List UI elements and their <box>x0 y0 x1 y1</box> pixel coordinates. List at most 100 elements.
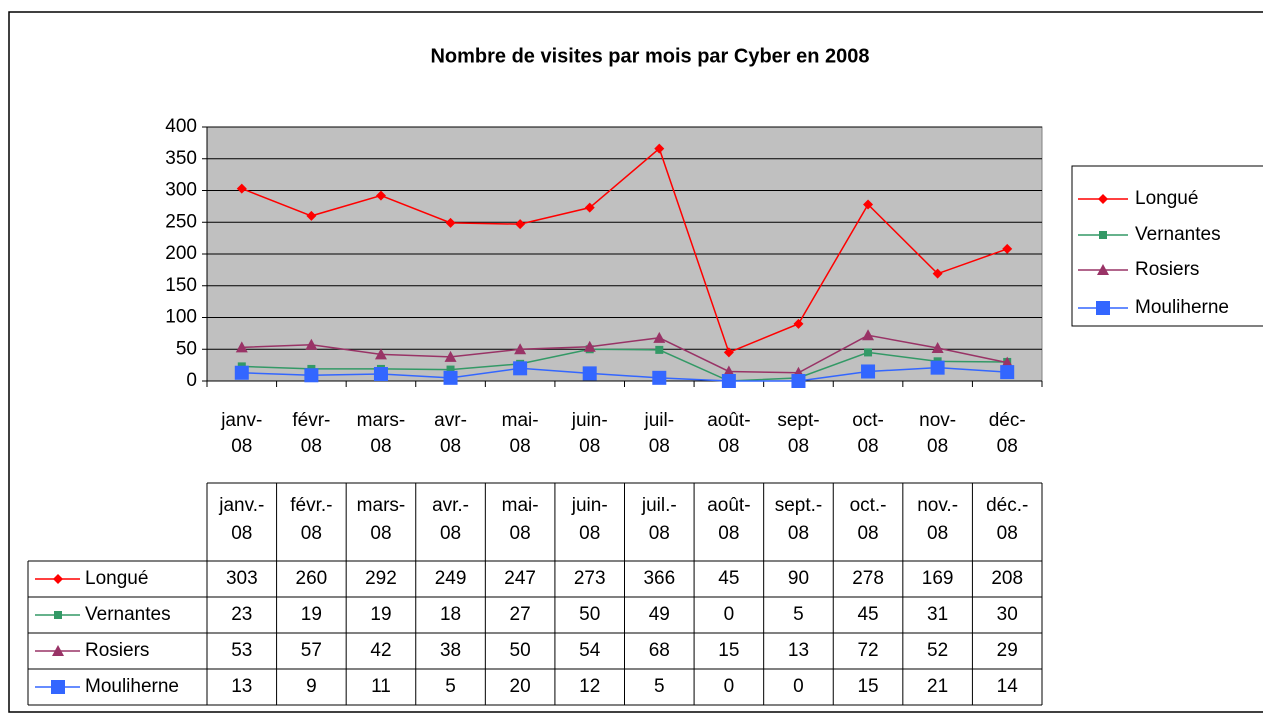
table-header: juin-08 <box>571 495 608 544</box>
marker <box>375 190 386 201</box>
table-value: 5 <box>445 676 456 697</box>
y-tick-label: 300 <box>165 180 197 201</box>
table-value: 292 <box>365 568 397 589</box>
legend-label: Mouliherne <box>1135 297 1229 318</box>
marker <box>930 360 945 375</box>
table-value: 18 <box>440 604 461 625</box>
y-tick-label: 150 <box>165 275 197 296</box>
marker <box>932 268 943 279</box>
marker <box>654 143 665 154</box>
marker <box>234 365 249 380</box>
table-value: 30 <box>997 604 1018 625</box>
table-value: 52 <box>927 640 948 661</box>
table-value: 49 <box>649 604 670 625</box>
marker <box>373 367 388 382</box>
marker <box>1001 356 1014 368</box>
y-tick-label: 200 <box>165 243 197 264</box>
table-value: 0 <box>724 604 735 625</box>
marker <box>1002 243 1013 254</box>
table-value: 366 <box>643 568 675 589</box>
marker <box>444 350 457 362</box>
table-value: 23 <box>231 604 252 625</box>
table-header: avr.-08 <box>432 495 469 544</box>
legend-label: Vernantes <box>1135 224 1221 245</box>
marker <box>514 343 527 355</box>
marker <box>791 374 806 388</box>
table-value: 208 <box>991 568 1023 589</box>
table-value: 5 <box>793 604 804 625</box>
y-tick-label: 250 <box>165 211 197 232</box>
y-tick-label: 0 <box>186 370 197 391</box>
table-value: 0 <box>724 676 735 697</box>
marker <box>861 364 876 379</box>
x-tick-label: juin-08 <box>571 410 608 457</box>
marker <box>1097 264 1109 275</box>
marker <box>793 318 804 329</box>
marker <box>721 374 736 388</box>
marker <box>51 680 65 694</box>
marker <box>305 338 318 350</box>
table-header: mars-08 <box>357 495 406 544</box>
table-value: 11 <box>371 676 391 697</box>
table-header: nov.-08 <box>917 495 958 544</box>
x-tick-label: janv-08 <box>220 410 262 457</box>
table-value: 15 <box>718 640 739 661</box>
table-row-label: Mouliherne <box>85 676 179 697</box>
series-line <box>241 366 1008 382</box>
table-value: 53 <box>231 640 252 661</box>
table-value: 27 <box>510 604 531 625</box>
table-value: 45 <box>857 604 878 625</box>
table-value: 19 <box>370 604 391 625</box>
x-tick-label: avr-08 <box>434 410 467 457</box>
table-value: 169 <box>922 568 954 589</box>
table-header: oct.-08 <box>850 495 887 544</box>
legend-label: Longué <box>1135 188 1198 209</box>
x-tick-label: déc-08 <box>989 410 1026 457</box>
x-tick-label: mars-08 <box>357 410 406 457</box>
marker <box>584 202 595 213</box>
marker <box>53 574 63 584</box>
x-tick-label: juil-08 <box>644 410 675 457</box>
table-value: 72 <box>857 640 878 661</box>
table-value: 50 <box>579 604 600 625</box>
series-line <box>241 147 1008 354</box>
marker <box>54 611 62 619</box>
table-header: août-08 <box>707 495 750 544</box>
table-header: juil.-08 <box>641 495 677 544</box>
marker <box>722 365 735 377</box>
marker <box>583 340 596 352</box>
marker <box>306 210 317 221</box>
y-tick-label: 350 <box>165 148 197 169</box>
marker <box>655 345 664 354</box>
table-value: 31 <box>927 604 948 625</box>
table-value: 54 <box>579 640 601 661</box>
y-tick-label: 400 <box>165 116 197 137</box>
table-header: janv.-08 <box>218 495 264 544</box>
table-row-label: Vernantes <box>85 604 171 625</box>
table-value: 303 <box>226 568 258 589</box>
table-value: 12 <box>579 676 600 697</box>
table-value: 0 <box>793 676 804 697</box>
marker <box>862 329 875 341</box>
table-row-label: Rosiers <box>85 640 149 661</box>
marker <box>1096 301 1110 315</box>
legend-box <box>1071 165 1263 327</box>
marker <box>1099 231 1107 239</box>
marker <box>515 219 526 230</box>
marker <box>513 361 528 376</box>
marker <box>236 183 247 194</box>
x-tick-label: sept-08 <box>777 410 819 457</box>
legend-label: Rosiers <box>1135 259 1199 280</box>
table-value: 273 <box>574 568 606 589</box>
table-value: 14 <box>997 676 1019 697</box>
table-value: 20 <box>510 676 531 697</box>
marker <box>446 365 455 374</box>
marker <box>1098 194 1108 204</box>
table-value: 38 <box>440 640 461 661</box>
table-value: 45 <box>718 568 739 589</box>
marker <box>235 341 248 353</box>
series-line <box>241 348 1008 382</box>
table-header: déc.-08 <box>986 495 1028 544</box>
table-value: 9 <box>306 676 317 697</box>
table-value: 13 <box>788 640 809 661</box>
